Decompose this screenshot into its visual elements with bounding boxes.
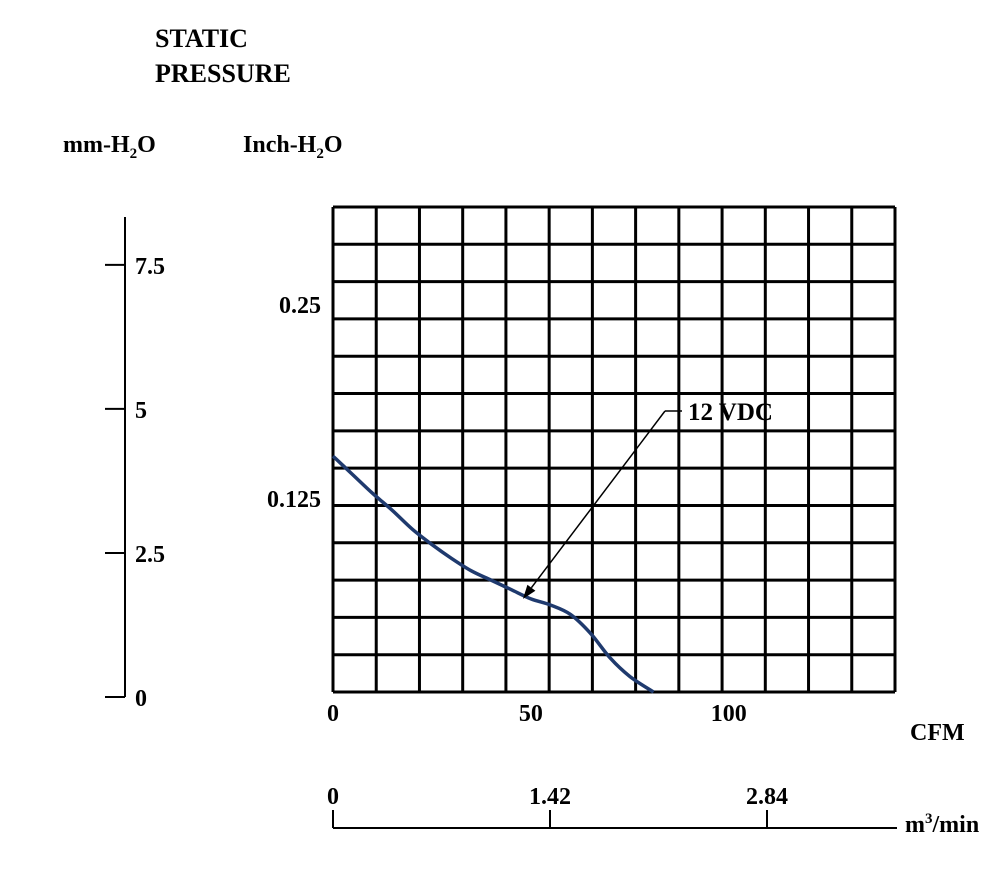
annotation-leader-diagonal (530, 410, 666, 589)
mm-tick-label: 7.5 (135, 254, 165, 280)
m3-tick-label: 1.42 (529, 784, 571, 810)
cfm-tick-label: 0 (327, 701, 339, 727)
mm-h2o-axis: 0 2.5 5 7.5 (105, 217, 165, 712)
inch-h2o-unit-label: Inch-H2O (243, 132, 343, 162)
cfm-tick-label: 50 (519, 701, 543, 727)
annotation-arrowhead (522, 584, 536, 599)
cfm-axis-label: CFM (910, 720, 965, 746)
mm-tick-label: 5 (135, 398, 147, 424)
inch-tick-label: 0.25 (279, 293, 321, 319)
m3-tick-label: 0 (327, 784, 339, 810)
y-title-line2: PRESSURE (155, 59, 291, 88)
cfm-axis: 0 50 100 (327, 701, 747, 727)
mm-h2o-unit-label: mm-H2O (63, 132, 156, 162)
y-title-line1: STATIC (155, 24, 248, 53)
cfm-tick-label: 100 (711, 701, 747, 727)
plot-grid (331, 205, 897, 694)
series-layer: 12 VDC (331, 399, 773, 694)
m3-tick-label: 2.84 (746, 784, 788, 810)
inch-tick-label: 0.125 (267, 487, 321, 513)
m3-min-axis: 0 1.42 2.84 (327, 784, 897, 829)
series-label-12vdc: 12 VDC (688, 399, 773, 426)
m3-min-axis-label: m3/min (905, 811, 979, 838)
series-line-12vdc (331, 454, 655, 694)
inch-h2o-axis: 0.125 0.25 (267, 293, 321, 513)
mm-tick-label: 0 (135, 686, 147, 712)
mm-tick-label: 2.5 (135, 542, 165, 568)
